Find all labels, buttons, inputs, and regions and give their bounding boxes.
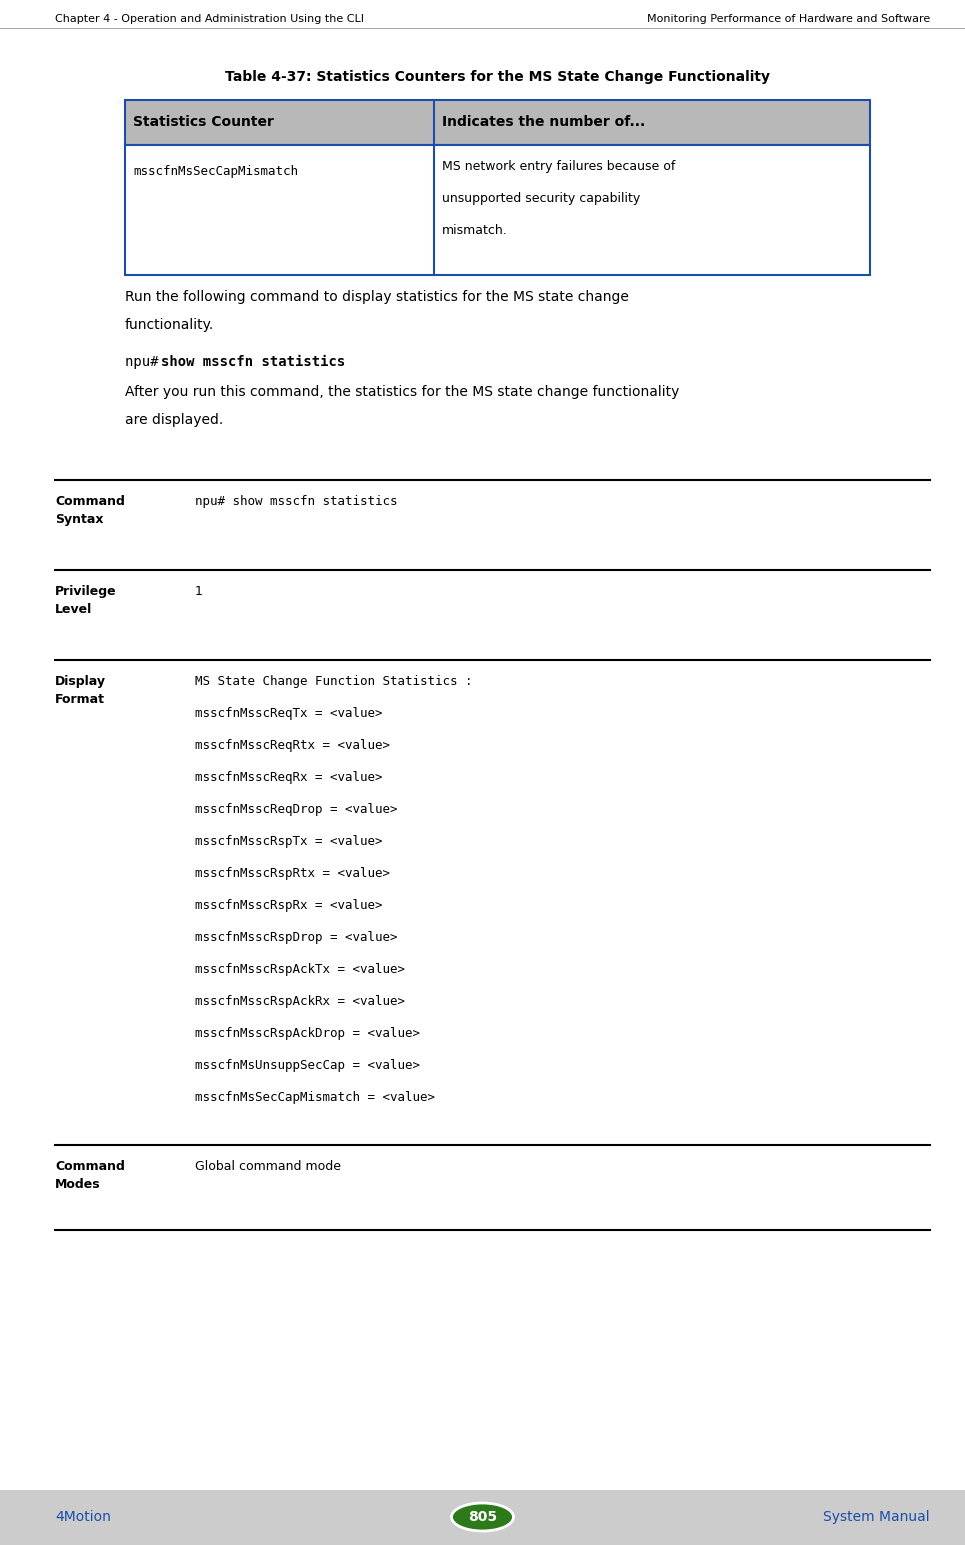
- Text: Monitoring Performance of Hardware and Software: Monitoring Performance of Hardware and S…: [647, 14, 930, 25]
- Text: msscfnMsscReqDrop = <value>: msscfnMsscReqDrop = <value>: [195, 803, 398, 816]
- Text: Command
Modes: Command Modes: [55, 1160, 124, 1191]
- Text: Privilege
Level: Privilege Level: [55, 586, 117, 616]
- Text: Global command mode: Global command mode: [195, 1160, 341, 1173]
- Text: msscfnMsscRspRx = <value>: msscfnMsscRspRx = <value>: [195, 899, 382, 912]
- FancyBboxPatch shape: [125, 100, 870, 145]
- Text: msscfnMsscReqRx = <value>: msscfnMsscReqRx = <value>: [195, 771, 382, 783]
- Text: npu# show msscfn statistics: npu# show msscfn statistics: [195, 494, 398, 508]
- Text: msscfnMsscRspAckTx = <value>: msscfnMsscRspAckTx = <value>: [195, 963, 405, 976]
- Text: msscfnMsscRspAckRx = <value>: msscfnMsscRspAckRx = <value>: [195, 995, 405, 1007]
- Text: msscfnMsscRspDrop = <value>: msscfnMsscRspDrop = <value>: [195, 932, 398, 944]
- Text: msscfnMsSecCapMismatch = <value>: msscfnMsSecCapMismatch = <value>: [195, 1091, 435, 1105]
- FancyBboxPatch shape: [0, 1489, 965, 1545]
- Text: 4Motion: 4Motion: [55, 1509, 111, 1523]
- FancyBboxPatch shape: [125, 145, 870, 275]
- Text: msscfnMsscRspRtx = <value>: msscfnMsscRspRtx = <value>: [195, 867, 390, 881]
- Text: System Manual: System Manual: [823, 1509, 930, 1523]
- Ellipse shape: [452, 1503, 513, 1531]
- Text: msscfnMsscRspTx = <value>: msscfnMsscRspTx = <value>: [195, 834, 382, 848]
- Text: show msscfn statistics: show msscfn statistics: [161, 355, 345, 369]
- Text: 805: 805: [468, 1509, 497, 1523]
- Text: msscfnMsUnsuppSecCap = <value>: msscfnMsUnsuppSecCap = <value>: [195, 1058, 420, 1072]
- Text: msscfnMsscReqTx = <value>: msscfnMsscReqTx = <value>: [195, 708, 382, 720]
- Text: Statistics Counter: Statistics Counter: [133, 116, 274, 130]
- Text: functionality.: functionality.: [125, 318, 214, 332]
- Text: Run the following command to display statistics for the MS state change: Run the following command to display sta…: [125, 290, 629, 304]
- Text: Table 4-37: Statistics Counters for the MS State Change Functionality: Table 4-37: Statistics Counters for the …: [225, 70, 770, 83]
- Text: mismatch.: mismatch.: [442, 224, 508, 236]
- Text: are displayed.: are displayed.: [125, 413, 223, 426]
- Text: Indicates the number of...: Indicates the number of...: [442, 116, 646, 130]
- Text: msscfnMsscReqRtx = <value>: msscfnMsscReqRtx = <value>: [195, 739, 390, 752]
- Text: 1: 1: [195, 586, 203, 598]
- Text: After you run this command, the statistics for the MS state change functionality: After you run this command, the statisti…: [125, 385, 679, 399]
- Text: Chapter 4 - Operation and Administration Using the CLI: Chapter 4 - Operation and Administration…: [55, 14, 364, 25]
- Text: MS State Change Function Statistics :: MS State Change Function Statistics :: [195, 675, 473, 688]
- Text: Display
Format: Display Format: [55, 675, 106, 706]
- Text: msscfnMsscRspAckDrop = <value>: msscfnMsscRspAckDrop = <value>: [195, 1027, 420, 1040]
- Text: MS network entry failures because of: MS network entry failures because of: [442, 161, 676, 173]
- Text: unsupported security capability: unsupported security capability: [442, 192, 641, 205]
- Text: npu#: npu#: [125, 355, 167, 369]
- Text: Command
Syntax: Command Syntax: [55, 494, 124, 525]
- Text: msscfnMsSecCapMismatch: msscfnMsSecCapMismatch: [133, 165, 298, 178]
